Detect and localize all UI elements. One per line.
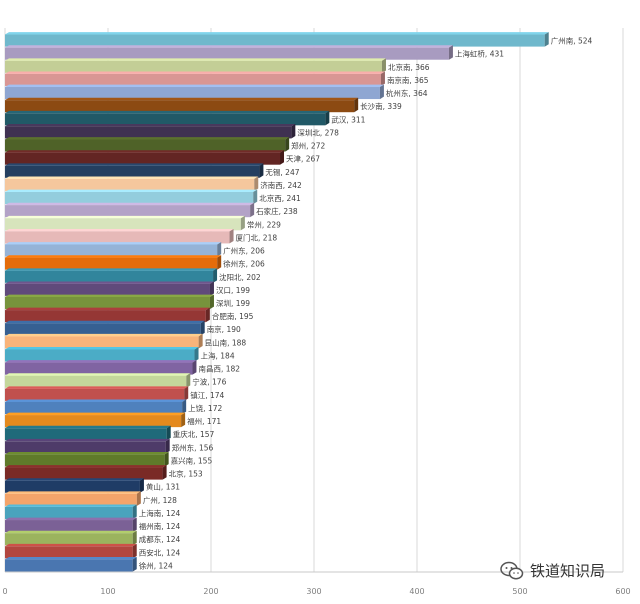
- bar: [5, 281, 214, 296]
- data-label: 宁波, 176: [192, 377, 226, 387]
- bar: [5, 255, 222, 270]
- x-tick-label: 200: [203, 587, 218, 596]
- data-label: 上海, 184: [201, 350, 235, 360]
- data-label: 福州, 171: [187, 417, 221, 426]
- bar: [5, 504, 137, 519]
- data-label: 常州, 229: [247, 220, 281, 229]
- data-label: 无锡, 247: [265, 168, 299, 177]
- data-label: 杭州东, 364: [386, 88, 428, 98]
- data-label: 南京, 190: [207, 324, 241, 334]
- bar: [5, 189, 258, 205]
- bar: [5, 412, 186, 428]
- bar: [5, 543, 137, 559]
- x-tick-label: 300: [306, 587, 321, 596]
- bar: [5, 360, 197, 375]
- data-label: 武汉, 311: [331, 114, 365, 124]
- watermark-text: 铁道知识局: [530, 562, 606, 580]
- data-label: 徐州, 124: [139, 560, 173, 570]
- bar: [5, 110, 330, 126]
- data-label: 合肥南, 195: [212, 311, 254, 321]
- data-label: 南京南, 365: [387, 75, 429, 85]
- bar: [5, 347, 199, 362]
- bar: [5, 215, 245, 231]
- bar: [5, 294, 214, 310]
- bar: [5, 32, 549, 47]
- bar: [5, 228, 234, 244]
- x-tick-label: 0: [2, 587, 7, 596]
- x-tick-label: 100: [100, 587, 115, 596]
- x-tick-label: 600: [615, 587, 630, 596]
- data-label: 郑州东, 156: [172, 442, 214, 452]
- data-label: 长沙南, 339: [360, 101, 402, 111]
- data-label: 厦门北, 218: [236, 233, 278, 242]
- data-label: 郑州, 272: [291, 141, 325, 151]
- bar: [5, 123, 296, 139]
- bar: [5, 478, 144, 493]
- data-label: 北京, 153: [169, 469, 203, 479]
- bar: [5, 45, 453, 60]
- bar: [5, 491, 141, 506]
- data-label: 沈阳北, 202: [219, 272, 261, 282]
- data-label: 上饶, 172: [188, 403, 222, 413]
- data-label: 重庆北, 157: [173, 429, 215, 439]
- data-label: 昆山南, 188: [205, 337, 247, 347]
- bar: [5, 84, 384, 100]
- bar: [5, 517, 137, 533]
- bar: [5, 58, 386, 73]
- x-tick-label: 400: [409, 587, 424, 596]
- data-label: 广州南, 524: [551, 36, 593, 46]
- bar: [5, 333, 203, 349]
- bar: [5, 176, 259, 191]
- bar: [5, 137, 290, 152]
- data-label: 石家庄, 238: [256, 206, 298, 216]
- data-label: 上海南, 124: [139, 508, 181, 518]
- bar: [5, 438, 170, 454]
- data-label: 成都东, 124: [139, 534, 181, 544]
- bar: [5, 557, 137, 572]
- data-label: 福州南, 124: [139, 521, 181, 531]
- data-label: 北京南, 366: [388, 62, 430, 72]
- bar: [5, 163, 264, 178]
- data-label: 汉口, 199: [216, 286, 250, 295]
- bar: [5, 150, 285, 165]
- data-label: 上海虹桥, 431: [455, 49, 504, 59]
- data-label: 北京西, 241: [259, 193, 301, 203]
- bar: [5, 242, 222, 257]
- data-label: 黄山, 131: [146, 482, 180, 492]
- bar: [5, 202, 255, 218]
- watermark: 铁道知识局: [500, 560, 605, 581]
- bar: [5, 530, 137, 546]
- bar: [5, 307, 210, 323]
- bar: [5, 97, 359, 113]
- data-label: 广州, 128: [143, 495, 177, 505]
- data-label: 深圳北, 278: [297, 127, 339, 137]
- data-label: 济南西, 242: [260, 180, 302, 190]
- bar: [5, 320, 205, 336]
- bar: [5, 373, 191, 388]
- bar: [5, 465, 167, 480]
- bar: [5, 268, 218, 283]
- bar: [5, 386, 189, 401]
- data-label: 天津, 267: [286, 155, 320, 164]
- data-label: 徐州东, 206: [223, 259, 265, 269]
- data-label: 镇江, 174: [190, 390, 224, 400]
- bar: [5, 425, 171, 441]
- data-label: 西安北, 124: [139, 547, 181, 557]
- wechat-icon: [500, 561, 524, 579]
- data-label: 广州东, 206: [223, 246, 265, 256]
- data-label: 南昌西, 182: [198, 364, 240, 374]
- data-label: 嘉兴南, 155: [171, 455, 213, 465]
- x-tick-label: 500: [512, 587, 527, 596]
- bar: [5, 399, 187, 415]
- data-label: 深圳, 199: [216, 298, 250, 308]
- bar: [5, 71, 385, 86]
- bar: [5, 452, 169, 467]
